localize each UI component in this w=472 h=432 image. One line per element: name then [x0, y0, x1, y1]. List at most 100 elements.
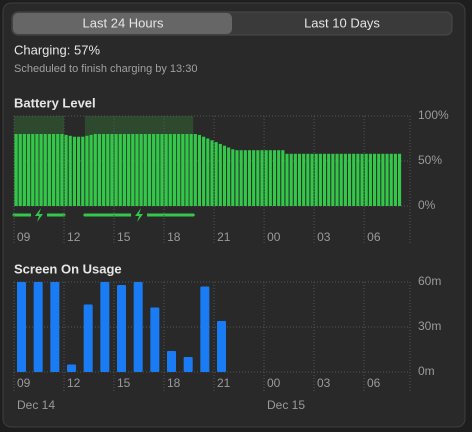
x-tick-label: 12	[67, 376, 81, 390]
bar	[202, 136, 206, 206]
selected-tab[interactable]	[13, 13, 232, 34]
bar	[360, 153, 364, 206]
bar	[272, 150, 277, 206]
bar	[289, 153, 293, 206]
bar	[372, 153, 377, 206]
bar	[247, 150, 252, 206]
bar	[397, 153, 402, 206]
bar	[185, 134, 189, 206]
bar	[281, 150, 285, 206]
bar	[268, 150, 272, 206]
x-tick-label: 21	[217, 230, 231, 244]
y-tick-label: 0%	[418, 198, 436, 212]
bar	[393, 153, 397, 206]
bar	[127, 134, 131, 206]
bolt-icon	[135, 208, 144, 222]
bar	[106, 134, 110, 206]
y-tick-label: 30m	[418, 319, 441, 333]
x-tick-label: 00	[267, 376, 281, 390]
bar	[81, 136, 85, 206]
bar	[72, 136, 76, 206]
bar	[297, 153, 302, 206]
x-tick-label: 03	[317, 376, 331, 390]
bar	[293, 153, 297, 206]
bar	[147, 134, 152, 206]
bar	[210, 140, 214, 206]
x-tick-label: 09	[17, 376, 31, 390]
bar	[64, 134, 68, 206]
bar	[264, 150, 268, 206]
bar	[339, 153, 343, 206]
bar	[231, 149, 235, 206]
y-tick-label: 50%	[418, 153, 442, 167]
bar	[135, 134, 139, 206]
bar	[318, 153, 322, 206]
tab-label[interactable]: Last 10 Days	[304, 15, 380, 30]
x-tick-label: 00	[267, 230, 281, 244]
x-tick-label: 06	[367, 230, 381, 244]
bar	[89, 134, 93, 206]
bar	[389, 153, 393, 206]
bar	[17, 282, 26, 372]
bar	[118, 134, 122, 206]
bar	[68, 135, 72, 206]
bar	[167, 351, 176, 372]
bar	[100, 282, 110, 372]
x-tick-label: 15	[117, 230, 131, 244]
bar	[302, 153, 306, 206]
bar	[150, 307, 160, 372]
y-tick-label: 100%	[418, 108, 449, 122]
bar	[239, 150, 243, 206]
bar	[122, 134, 127, 206]
bar	[306, 153, 310, 206]
bar	[133, 282, 143, 372]
bar	[143, 134, 147, 206]
bar	[285, 153, 289, 206]
bar	[102, 134, 106, 206]
chart-title: Screen On Usage	[14, 261, 122, 276]
bar	[39, 134, 43, 206]
bar	[189, 134, 193, 206]
x-tick-label: 18	[167, 230, 181, 244]
bar	[197, 134, 202, 206]
bar	[322, 153, 327, 206]
bar	[47, 134, 51, 206]
bar	[22, 134, 26, 206]
bar	[83, 304, 93, 372]
bar	[217, 321, 226, 372]
bar	[156, 134, 160, 206]
x-tick-label: 15	[117, 376, 131, 390]
bar	[331, 153, 335, 206]
chart-title: Battery Level	[14, 95, 96, 110]
bar	[56, 134, 60, 206]
bar	[33, 282, 43, 372]
bar	[256, 150, 260, 206]
tab-label[interactable]: Last 24 Hours	[83, 15, 164, 30]
bar	[114, 134, 118, 206]
bar	[227, 147, 231, 206]
bar	[164, 134, 168, 206]
y-tick-label: 60m	[418, 274, 441, 288]
bar	[172, 134, 177, 206]
bar	[218, 143, 222, 206]
bar	[181, 134, 185, 206]
x-tick-label: 18	[167, 376, 181, 390]
bar	[347, 153, 352, 206]
bar	[152, 134, 156, 206]
bolt-icon	[35, 208, 44, 222]
bar	[177, 134, 181, 206]
bar	[14, 134, 18, 206]
bar	[50, 282, 60, 372]
charging-status: Charging: 57%	[14, 42, 100, 57]
x-tick-label: 09	[17, 230, 31, 244]
bar	[160, 134, 164, 206]
bar	[117, 285, 126, 372]
date-label: Dec 14	[17, 398, 55, 412]
date-label: Dec 15	[267, 398, 305, 412]
x-tick-label: 21	[217, 376, 231, 390]
bar	[193, 134, 197, 206]
bar	[93, 134, 97, 206]
bar	[385, 153, 389, 206]
bar	[310, 153, 314, 206]
